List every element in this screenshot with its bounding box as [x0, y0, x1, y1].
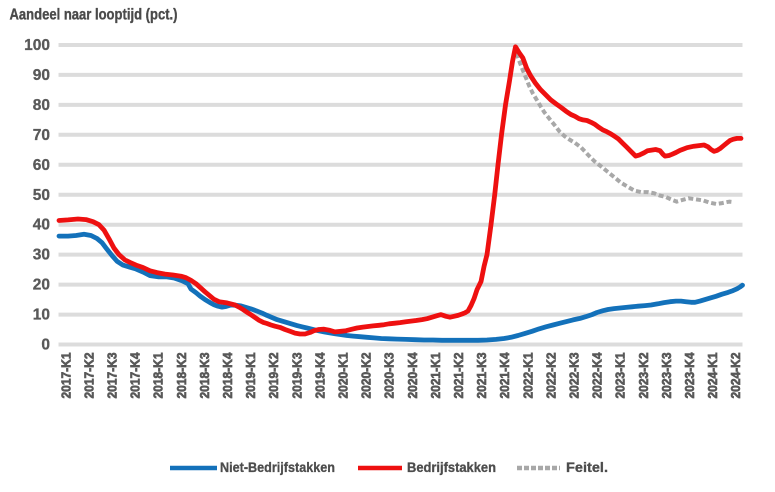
- svg-text:2017-K2: 2017-K2: [81, 353, 96, 399]
- svg-text:2019-K3: 2019-K3: [289, 353, 304, 399]
- svg-text:Aandeel naar looptijd (pct.): Aandeel naar looptijd (pct.): [10, 7, 178, 24]
- svg-text:2018-K3: 2018-K3: [197, 353, 212, 399]
- svg-text:70: 70: [33, 127, 50, 144]
- svg-text:2023-K4: 2023-K4: [682, 352, 697, 399]
- svg-text:2023-K1: 2023-K1: [613, 353, 628, 399]
- svg-text:2022-K3: 2022-K3: [567, 353, 582, 399]
- svg-text:2017-K4: 2017-K4: [128, 352, 143, 399]
- svg-text:2020-K3: 2020-K3: [382, 353, 397, 399]
- svg-text:2019-K1: 2019-K1: [243, 353, 258, 399]
- svg-text:2017-K1: 2017-K1: [58, 353, 73, 399]
- svg-text:100: 100: [24, 37, 50, 54]
- svg-text:2023-K3: 2023-K3: [659, 353, 674, 399]
- svg-text:2019-K2: 2019-K2: [266, 353, 281, 399]
- svg-text:2022-K1: 2022-K1: [520, 353, 535, 399]
- svg-text:2020-K1: 2020-K1: [336, 353, 351, 399]
- svg-text:10: 10: [33, 307, 50, 324]
- svg-text:50: 50: [33, 187, 50, 204]
- svg-text:2018-K4: 2018-K4: [220, 352, 235, 399]
- svg-text:60: 60: [33, 157, 50, 174]
- svg-text:2022-K2: 2022-K2: [543, 353, 558, 399]
- svg-text:80: 80: [33, 97, 50, 114]
- svg-text:2023-K2: 2023-K2: [636, 353, 651, 399]
- svg-text:2022-K4: 2022-K4: [590, 352, 605, 399]
- svg-text:2021-K4: 2021-K4: [497, 352, 512, 399]
- svg-text:2021-K2: 2021-K2: [451, 353, 466, 399]
- svg-text:2021-K1: 2021-K1: [428, 353, 443, 399]
- svg-text:2018-K2: 2018-K2: [174, 353, 189, 399]
- svg-text:2024-K2: 2024-K2: [728, 353, 743, 399]
- svg-text:Niet-Bedrijfstakken: Niet-Bedrijfstakken: [220, 460, 335, 475]
- svg-text:20: 20: [33, 277, 50, 294]
- svg-text:90: 90: [33, 67, 50, 84]
- svg-text:40: 40: [33, 217, 50, 234]
- svg-text:2019-K4: 2019-K4: [312, 352, 327, 399]
- svg-text:Bedrijfstakken: Bedrijfstakken: [407, 460, 496, 475]
- svg-text:2017-K3: 2017-K3: [105, 353, 120, 399]
- svg-text:2020-K4: 2020-K4: [405, 352, 420, 399]
- svg-text:2018-K1: 2018-K1: [151, 353, 166, 399]
- svg-text:2021-K3: 2021-K3: [474, 353, 489, 399]
- svg-text:30: 30: [33, 247, 50, 264]
- svg-text:Feitel.: Feitel.: [566, 460, 608, 475]
- svg-text:2020-K2: 2020-K2: [359, 353, 374, 399]
- svg-text:2024-K1: 2024-K1: [705, 353, 720, 399]
- svg-text:0: 0: [41, 337, 50, 354]
